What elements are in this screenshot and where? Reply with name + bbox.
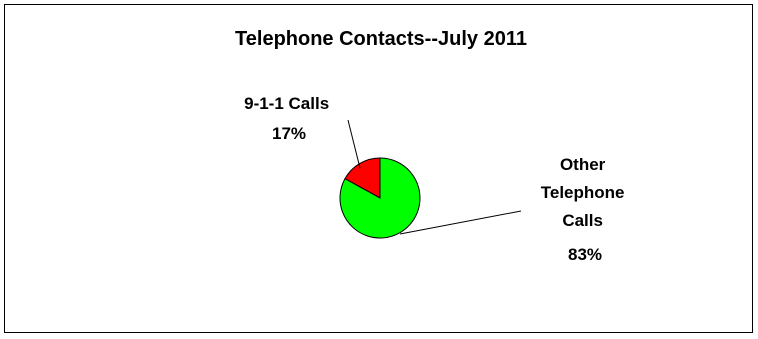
slice-label-other: Other Telephone Calls 83%	[541, 155, 629, 264]
leader-line-911	[347, 119, 361, 169]
leader-line-other	[399, 210, 522, 235]
slice-911-calls	[344, 157, 381, 199]
slice-label-911: 9-1-1 Calls 17%	[244, 94, 334, 143]
chart-title: Telephone Contacts--July 2011	[235, 28, 527, 50]
pie-slices	[339, 157, 421, 239]
slice-other-telephone-calls	[339, 157, 421, 239]
